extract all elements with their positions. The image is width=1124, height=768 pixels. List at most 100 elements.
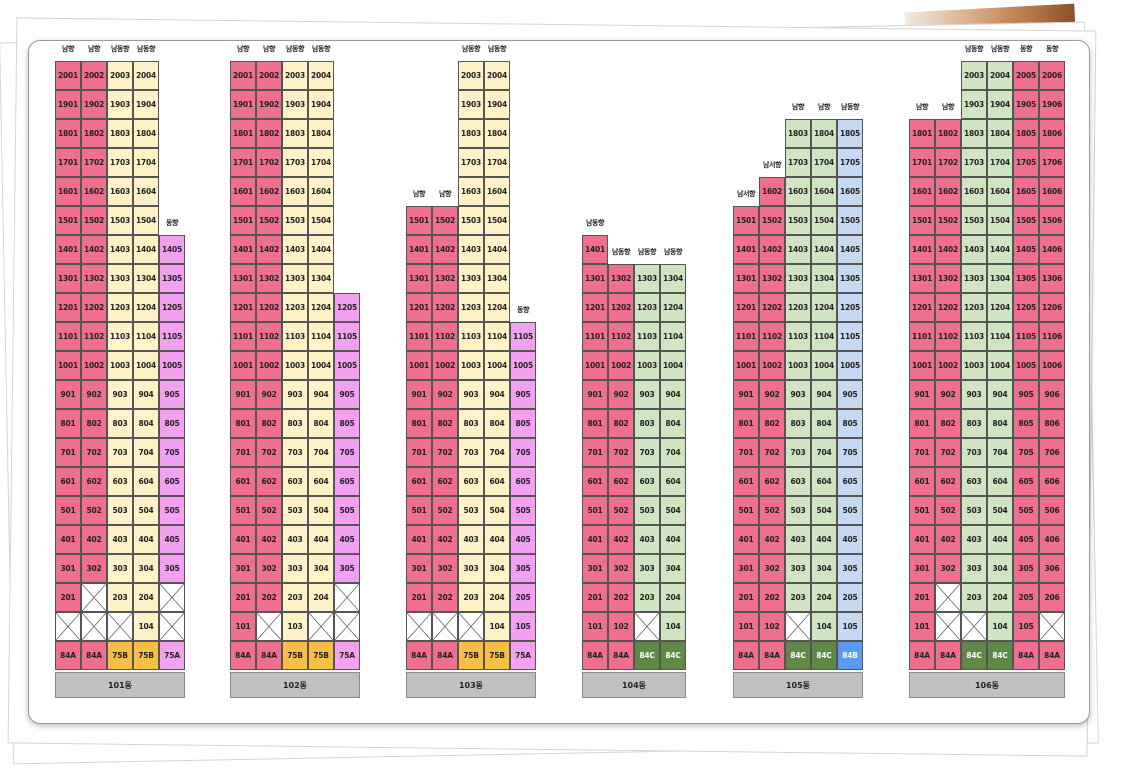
unit-cell: 401 (909, 525, 935, 554)
unit-cell: 1304 (660, 264, 686, 293)
unit-cell: 602 (759, 467, 785, 496)
unit-cell: 2003 (961, 61, 987, 90)
direction-label: 남동향 (840, 103, 860, 111)
unit-cell: 601 (406, 467, 432, 496)
unit-cell: 904 (987, 380, 1013, 409)
unit-cell: 401 (733, 525, 759, 554)
unit-cell: 601 (582, 467, 608, 496)
unit-cell: 1704 (484, 148, 510, 177)
unit-cell: 1602 (81, 177, 107, 206)
direction-label: 남동향 (585, 219, 605, 227)
unit-cell: 504 (308, 496, 334, 525)
unit-cell: 301 (230, 554, 256, 583)
unit-cell: 1301 (406, 264, 432, 293)
direction-label: 남향 (412, 190, 426, 198)
no-unit-cell (785, 612, 811, 641)
unit-type-cell: 75A (334, 641, 360, 670)
unit-cell: 802 (256, 409, 282, 438)
unit-cell: 805 (334, 409, 360, 438)
unit-cell: 1602 (935, 177, 961, 206)
unit-cell: 403 (282, 525, 308, 554)
unit-cell: 501 (406, 496, 432, 525)
unit-cell: 604 (308, 467, 334, 496)
unit-cell: 1803 (785, 119, 811, 148)
unit-cell: 304 (308, 554, 334, 583)
unit-cell: 1401 (909, 235, 935, 264)
unit-cell: 1201 (733, 293, 759, 322)
unit-cell: 603 (634, 467, 660, 496)
unit-cell: 1703 (961, 148, 987, 177)
unit-cell: 1206 (1039, 293, 1065, 322)
unit-type-cell: 75A (510, 641, 536, 670)
unit-cell: 1601 (909, 177, 935, 206)
unit-cell: 201 (909, 583, 935, 612)
unit-cell: 904 (811, 380, 837, 409)
unit-cell: 303 (634, 554, 660, 583)
direction-label: 남향 (236, 45, 250, 53)
building-name-label: 105동 (733, 672, 863, 698)
unit-cell: 1203 (634, 293, 660, 322)
unit-cell: 1301 (909, 264, 935, 293)
unit-cell: 702 (608, 438, 634, 467)
unit-cell: 1001 (909, 351, 935, 380)
building-name-label: 101동 (55, 672, 185, 698)
unit-cell: 1805 (1013, 119, 1039, 148)
direction-label: 남동향 (964, 45, 984, 53)
unit-cell: 1901 (230, 90, 256, 119)
unit-cell: 1304 (484, 264, 510, 293)
unit-cell: 705 (837, 438, 863, 467)
unit-cell: 204 (133, 583, 159, 612)
unit-cell: 1403 (961, 235, 987, 264)
unit-cell: 804 (308, 409, 334, 438)
unit-cell: 1101 (406, 322, 432, 351)
unit-cell: 302 (256, 554, 282, 583)
unit-cell: 304 (811, 554, 837, 583)
unit-cell: 1104 (308, 322, 334, 351)
unit-cell: 1802 (81, 119, 107, 148)
unit-cell: 2002 (81, 61, 107, 90)
unit-cell: 704 (133, 438, 159, 467)
direction-label: 남동향 (637, 248, 657, 256)
unit-cell: 504 (133, 496, 159, 525)
unit-cell: 605 (159, 467, 185, 496)
unit-cell: 1702 (256, 148, 282, 177)
unit-cell: 1701 (230, 148, 256, 177)
unit-cell: 805 (159, 409, 185, 438)
unit-cell: 1901 (55, 90, 81, 119)
unit-cell: 1004 (987, 351, 1013, 380)
unit-cell: 1501 (55, 206, 81, 235)
no-unit-cell (159, 583, 185, 612)
unit-cell: 1904 (987, 90, 1013, 119)
unit-cell: 606 (1039, 467, 1065, 496)
unit-cell: 504 (484, 496, 510, 525)
unit-cell: 1402 (81, 235, 107, 264)
unit-cell: 402 (759, 525, 785, 554)
unit-cell: 802 (432, 409, 458, 438)
unit-cell: 1801 (55, 119, 81, 148)
unit-cell: 305 (510, 554, 536, 583)
unit-cell: 102 (759, 612, 785, 641)
unit-cell: 1906 (1039, 90, 1065, 119)
unit-cell: 1802 (935, 119, 961, 148)
unit-cell: 805 (837, 409, 863, 438)
no-unit-cell (406, 612, 432, 641)
unit-cell: 902 (256, 380, 282, 409)
unit-cell: 104 (133, 612, 159, 641)
unit-type-cell: 75B (458, 641, 484, 670)
unit-cell: 605 (837, 467, 863, 496)
unit-cell: 202 (608, 583, 634, 612)
unit-cell: 1302 (432, 264, 458, 293)
unit-cell: 301 (909, 554, 935, 583)
unit-cell: 701 (582, 438, 608, 467)
unit-cell: 1605 (1013, 177, 1039, 206)
unit-cell: 503 (785, 496, 811, 525)
direction-label: 남동향 (136, 45, 156, 53)
unit-cell: 1305 (837, 264, 863, 293)
unit-cell: 705 (159, 438, 185, 467)
unit-cell: 1103 (785, 322, 811, 351)
unit-cell: 704 (811, 438, 837, 467)
unit-cell: 603 (785, 467, 811, 496)
unit-cell: 1503 (458, 206, 484, 235)
unit-cell: 905 (1013, 380, 1039, 409)
